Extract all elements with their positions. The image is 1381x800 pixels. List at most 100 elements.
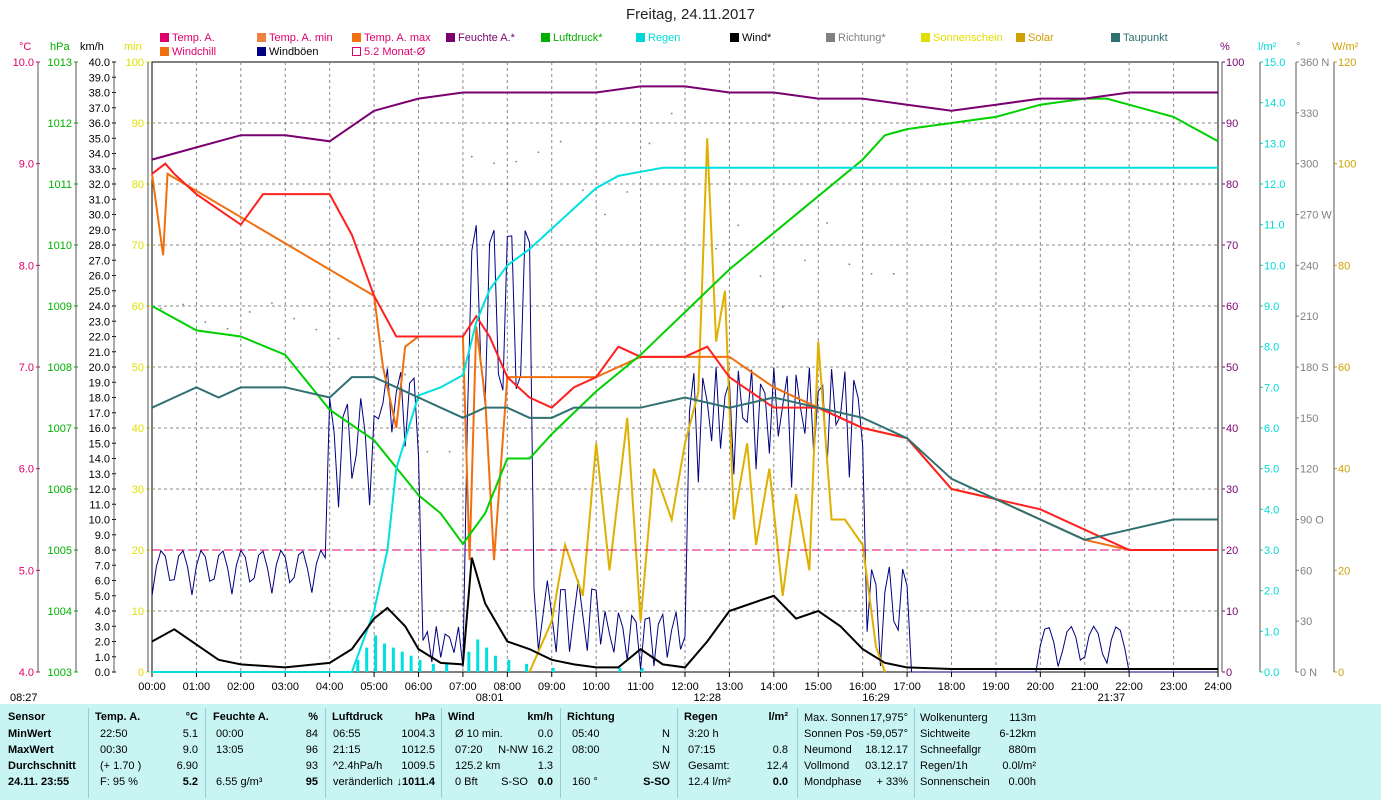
rain-axis-tick: 3.0 (1264, 545, 1279, 557)
wind-axis-tick: 10.0 (89, 515, 110, 527)
panel-cell: 12.4 l/m² (688, 776, 731, 788)
legend-label: Wind* (742, 32, 772, 44)
unit-label: min (124, 41, 142, 53)
panel-cell: 1.3 (537, 760, 553, 772)
panel-header: Sensor (8, 711, 46, 723)
sun-marker: 21:37 (1098, 692, 1126, 704)
panel-cell: 07:15 (688, 744, 716, 756)
panel-header: Richtung (567, 711, 615, 723)
panel-cell: 96 (305, 744, 318, 756)
rain-bar (445, 663, 449, 672)
solar-axis-tick: 0 (1338, 667, 1344, 679)
panel-cell: N (662, 744, 670, 756)
direction-dot (648, 142, 651, 145)
direction-axis-tick: 90 O (1300, 515, 1324, 527)
series-line-feuchtea (151, 85, 1218, 161)
time-tick: 12:00 (671, 681, 699, 693)
wind-axis-tick: 36.0 (89, 118, 110, 130)
direction-dot (626, 191, 629, 193)
panel-header: km/h (527, 711, 553, 723)
panel-cell: 00:30 (100, 744, 128, 756)
pressure-axis-tick: 1003 (48, 667, 72, 679)
wind-axis-tick: 13.0 (89, 469, 110, 481)
legend-label: Windböen (269, 46, 319, 58)
time-tick: 07:00 (449, 681, 477, 693)
sun-marker: 16:29 (862, 692, 890, 704)
humidity-axis-tick: 10 (1226, 606, 1238, 618)
rain-axis-tick: 12.0 (1264, 179, 1285, 191)
panel-cell: Mondphase (804, 776, 862, 788)
legend-swatch (160, 47, 169, 56)
wind-axis-tick: 11.0 (89, 499, 110, 511)
wind-axis-tick: 12.0 (89, 484, 110, 496)
rain-axis-tick: 4.0 (1264, 504, 1279, 516)
panel-cell: ↓1011.4 (396, 776, 435, 788)
rain-bar (400, 651, 404, 672)
humidity-axis-tick: 80 (1226, 179, 1238, 191)
rain-bar (494, 655, 498, 672)
rain-bar (507, 659, 511, 672)
direction-dot (715, 247, 717, 250)
time-tick: 19:00 (982, 681, 1010, 693)
solar-axis-tick: 120 (1338, 57, 1356, 69)
pressure-axis-tick: 1009 (48, 301, 72, 313)
direction-dot (515, 160, 518, 163)
time-tick: 23:00 (1160, 681, 1188, 693)
panel-cell: Sichtweite (920, 728, 971, 740)
time-tick: 05:00 (360, 681, 388, 693)
time-tick: 06:00 (405, 681, 433, 693)
panel-cell: Wolkenunterg (920, 712, 988, 724)
direction-dot (737, 224, 740, 227)
legend-label: Luftdruck* (553, 32, 603, 44)
wind-axis-tick: 33.0 (89, 164, 110, 176)
wind-axis-tick: 22.0 (89, 332, 110, 344)
direction-dot (226, 327, 229, 330)
sunmin-axis-tick: 60 (132, 301, 144, 313)
panel-cell: 5.1 (182, 728, 198, 740)
time-tick: 24:00 (1204, 681, 1232, 693)
panel-cell: 22:50 (100, 728, 128, 740)
humidity-axis-tick: 60 (1226, 301, 1238, 313)
direction-dot (337, 337, 340, 340)
panel-header: Regen (684, 711, 718, 723)
wind-axis-tick: 35.0 (89, 133, 110, 145)
wind-axis-tick: 32.0 (89, 179, 110, 191)
legend-swatch (921, 33, 930, 42)
wind-axis-tick: 39.0 (89, 72, 110, 84)
direction-dot (382, 340, 384, 343)
time-tick: 00:00 (138, 681, 166, 693)
sunmin-axis-tick: 70 (132, 240, 144, 252)
legend-item: Sonnenschein (921, 32, 1003, 44)
direction-dot (293, 317, 296, 320)
humidity-axis-tick: 0 (1226, 667, 1232, 679)
direction-dot (204, 321, 207, 324)
panel-cell: 00:00 (216, 728, 244, 740)
solar-line (528, 138, 886, 673)
legend-swatch (160, 33, 169, 42)
wind-axis-tick: 18.0 (89, 393, 110, 405)
sunmin-axis-tick: 30 (132, 484, 144, 496)
panel-header: °C (185, 711, 198, 723)
panel-cell: ^2.4hPa/h (333, 760, 383, 772)
pressure-axis-tick: 1007 (48, 423, 72, 435)
pressure-axis: 1013 1012 1011 1010 1009 1008 1007 1006 1005 1004… (48, 57, 78, 679)
wind-axis-tick: 24.0 (89, 301, 110, 313)
panel-cell: 18.12.17 (865, 744, 908, 756)
wind-axis-tick: 6.0 (95, 576, 110, 588)
legend-label: Temp. A. min (269, 32, 333, 44)
panel-cell: 160 ° (572, 776, 598, 788)
time-tick: 11:00 (627, 681, 654, 693)
rain-axis-tick: 1.0 (1264, 626, 1279, 638)
panel-cell: 95 (305, 776, 318, 788)
panel-cell: 12.4 (766, 760, 788, 772)
rain-axis: 15.0 14.0 13.0 12.0 11.0 10.0 9.0 8.0 7.0 6.0 5.0 4… (1260, 57, 1285, 679)
rain-axis-tick: 5.0 (1264, 464, 1279, 476)
legend-item: Temp. A. min (257, 32, 333, 44)
direction-dot (670, 112, 673, 115)
legend-label: Regen (648, 32, 681, 44)
wind-axis-tick: 28.0 (89, 240, 110, 252)
rain-axis-tick: 7.0 (1264, 382, 1279, 394)
panel-cell: 9.0 (182, 744, 198, 756)
unit-label: km/h (80, 41, 104, 53)
